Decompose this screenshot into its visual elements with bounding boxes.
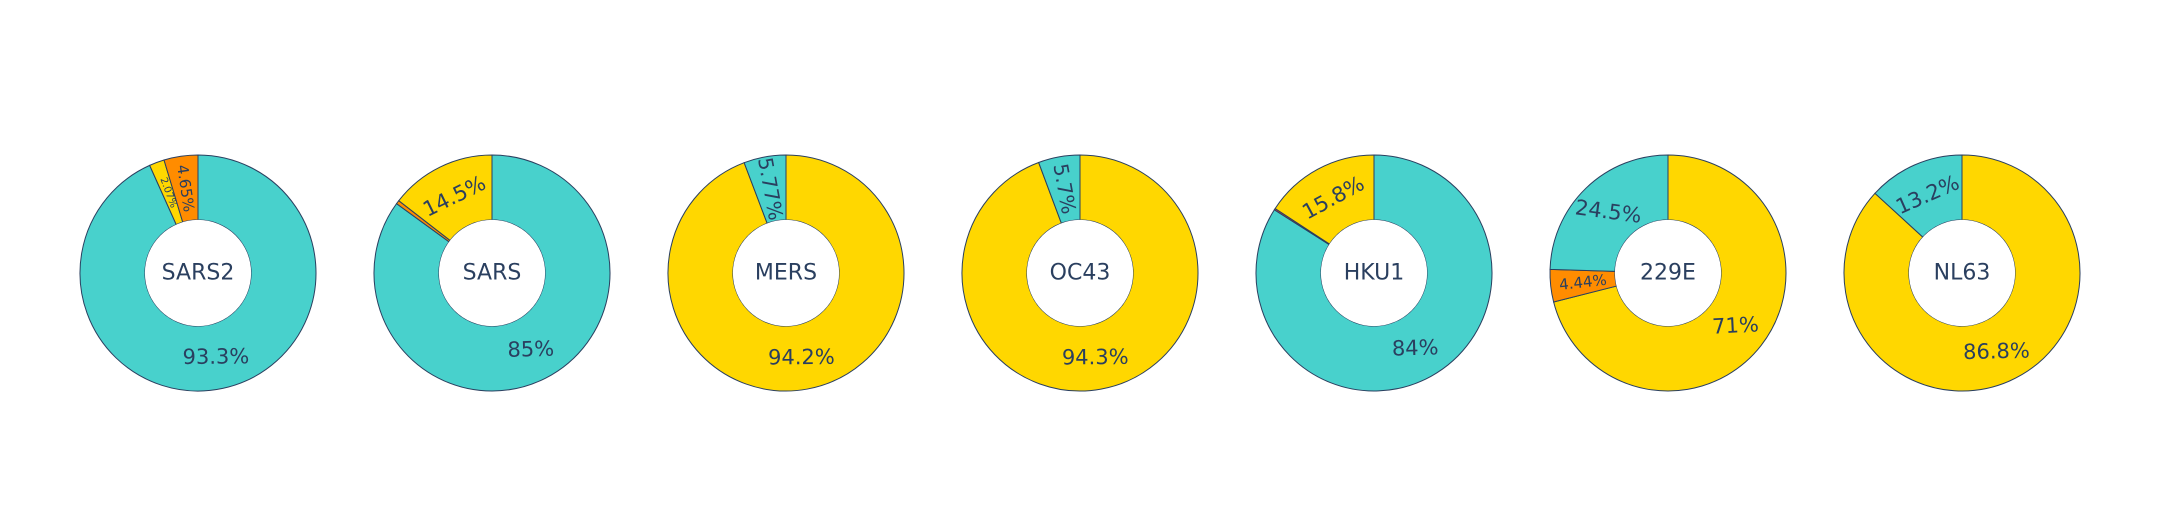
donut-hole	[732, 219, 840, 327]
donut-center-label: HKU1	[1344, 261, 1404, 286]
donut-hole	[1026, 219, 1134, 327]
donut-mers: 94.2%5.77%MERS	[667, 154, 905, 392]
donut-center-label: SARS	[463, 261, 522, 286]
donut-sars2: 93.3%2.07%4.65%SARS2	[79, 154, 317, 392]
donut-sars: 85%14.5%SARS	[373, 154, 611, 392]
donut-center-label: 229E	[1640, 261, 1696, 286]
slice-percent-label: 93.3%	[182, 344, 249, 369]
donut-hku1: 84%15.8%HKU1	[1255, 154, 1493, 392]
donut-hole	[438, 219, 546, 327]
donut-hole	[1614, 219, 1722, 327]
donut-229e: 71%4.44%24.5%229E	[1549, 154, 1787, 392]
donut-slice[interactable]	[1843, 154, 2081, 392]
slice-percent-label: 85%	[507, 337, 554, 362]
slice-percent-label: 4.44%	[1558, 271, 1607, 294]
slice-percent-label: 86.8%	[1963, 339, 2030, 365]
donut-oc43: 94.3%5.7%OC43	[961, 154, 1199, 392]
slice-percent-label: 94.2%	[768, 345, 835, 370]
donut-nl63: 86.8%13.2%NL63	[1843, 154, 2081, 392]
slice-percent-label: 71%	[1712, 312, 1760, 338]
donut-center-label: SARS2	[162, 261, 235, 286]
slice-percent-label: 94.3%	[1062, 345, 1129, 370]
donut-center-label: NL63	[1934, 261, 1991, 286]
donut-center-label: MERS	[755, 261, 817, 286]
donut-hole	[1908, 219, 2016, 327]
slice-percent-label: 84%	[1392, 335, 1439, 360]
donut-hole	[144, 219, 252, 327]
donut-center-label: OC43	[1050, 261, 1111, 286]
donut-hole	[1320, 219, 1428, 327]
